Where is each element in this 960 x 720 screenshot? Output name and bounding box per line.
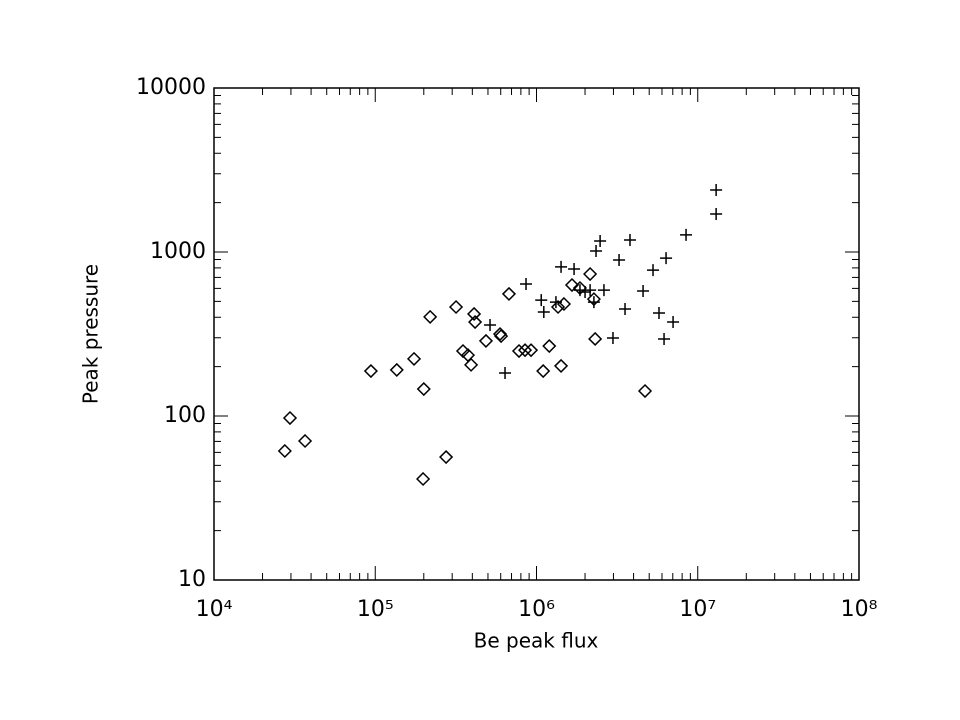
data-point [423, 309, 438, 324]
data-point [363, 363, 378, 379]
data-point [517, 343, 533, 358]
data-point [573, 284, 586, 297]
data-point [537, 305, 550, 318]
y-tick-label: 10000 [136, 75, 206, 100]
data-point [494, 329, 509, 344]
data-point [277, 443, 292, 459]
data-point [555, 260, 568, 273]
data-point [619, 303, 632, 316]
data-point [478, 333, 494, 348]
data-point [637, 383, 653, 399]
x-tick-label: 10⁷ [679, 597, 716, 622]
plot-frame [213, 87, 860, 581]
data-point [501, 286, 517, 301]
data-point [282, 410, 298, 426]
data-point [652, 306, 665, 319]
data-point [568, 263, 581, 276]
data-point [590, 245, 603, 258]
data-point [416, 471, 431, 487]
data-point [710, 207, 723, 220]
data-point [549, 296, 562, 309]
data-point [535, 294, 548, 307]
x-tick-label: 10⁴ [196, 597, 233, 622]
data-point [553, 358, 569, 373]
data-point [710, 184, 723, 197]
data-point [680, 228, 693, 241]
y-tick-label: 1000 [150, 239, 206, 264]
data-point [594, 235, 607, 247]
data-point [389, 362, 404, 377]
data-point [658, 332, 671, 345]
data-point [667, 316, 680, 329]
data-point [556, 296, 572, 312]
data-point [588, 331, 603, 347]
data-point [468, 314, 483, 330]
data-point [613, 253, 626, 266]
data-point [623, 234, 636, 247]
data-point [439, 449, 454, 465]
x-tick-label: 10⁶ [518, 597, 555, 622]
x-axis-label: Be peak flux [474, 629, 599, 653]
y-axis-label: Peak pressure [79, 264, 103, 404]
data-point [587, 296, 600, 309]
y-tick-label: 100 [164, 403, 206, 428]
data-point [520, 278, 533, 291]
data-point [597, 284, 610, 297]
data-point [484, 318, 497, 331]
data-point [523, 343, 539, 358]
x-tick-label: 10⁵ [357, 597, 394, 622]
y-tick-label: 10 [178, 567, 206, 592]
x-tick-label: 10⁸ [841, 597, 878, 622]
data-point [448, 299, 464, 315]
data-point [536, 363, 551, 379]
data-point [499, 366, 512, 379]
data-point [660, 252, 673, 265]
data-point [647, 264, 660, 277]
data-point [511, 343, 527, 359]
data-point [542, 338, 557, 354]
data-point [297, 433, 313, 449]
data-point [583, 266, 598, 282]
data-point [416, 381, 431, 397]
data-point [579, 286, 592, 299]
data-point [550, 299, 566, 315]
data-point [606, 331, 619, 344]
data-point [637, 285, 650, 298]
data-point [467, 306, 482, 322]
data-point [464, 357, 479, 372]
data-point [564, 277, 580, 293]
data-point [584, 284, 597, 297]
data-point [406, 351, 422, 366]
